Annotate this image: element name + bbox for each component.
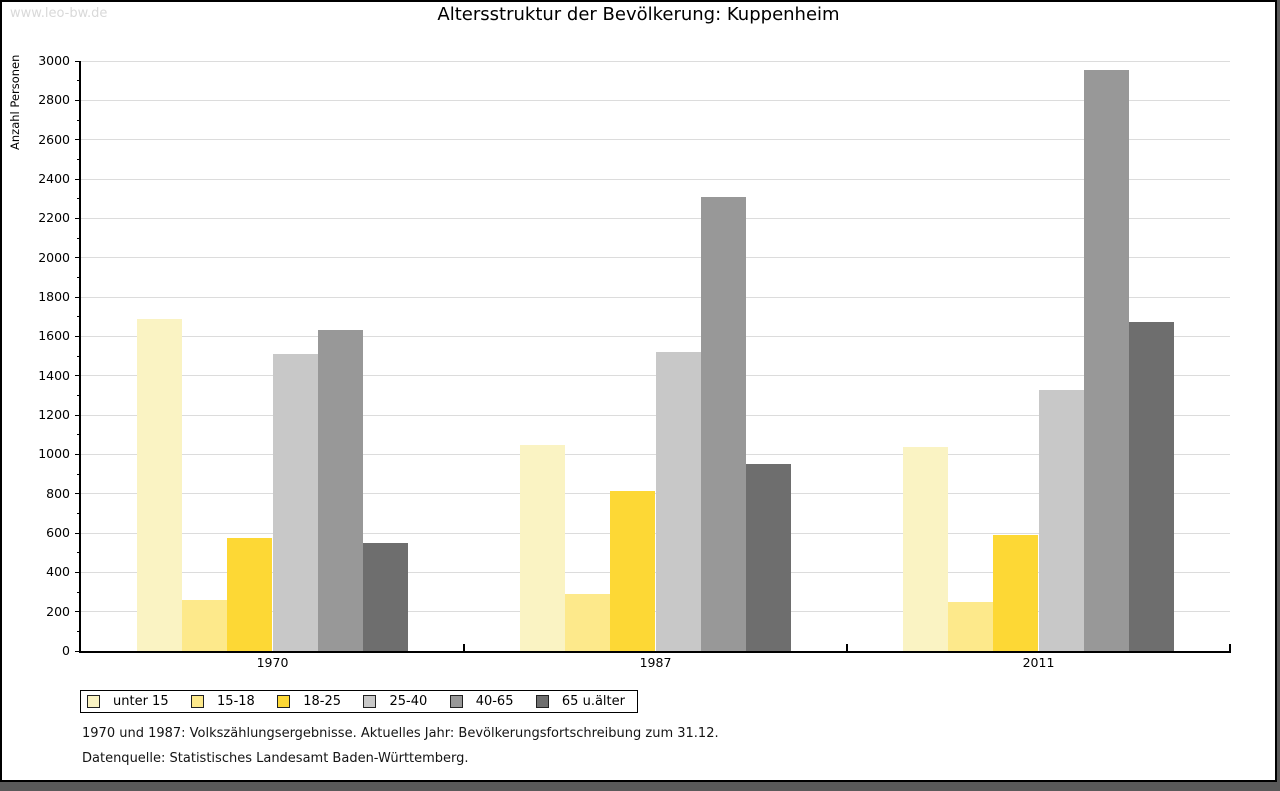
y-axis-major-tick xyxy=(75,99,81,101)
bar-2011-65-u-lter xyxy=(1129,321,1175,651)
legend-item-65-u-lter: 65 u.älter xyxy=(535,694,625,709)
y-axis-major-tick xyxy=(75,217,81,219)
y-axis-tick-label: 1400 xyxy=(38,367,70,383)
bar-1987-65-u-lter xyxy=(746,464,792,651)
legend-item-25-40: 25-40 xyxy=(363,694,427,709)
y-axis-major-tick xyxy=(75,493,81,495)
y-axis-tick-label: 600 xyxy=(46,525,70,540)
gridline xyxy=(81,335,1230,337)
y-axis-major-tick xyxy=(75,178,81,180)
legend-label: 25-40 xyxy=(389,694,428,709)
bar-1987-18-25 xyxy=(610,490,656,651)
legend-item-unter-15: unter 15 xyxy=(87,694,169,709)
bar-1987-25-40 xyxy=(655,352,701,651)
x-axis-category-label: 2011 xyxy=(1022,655,1055,670)
bar-1987-unter-15 xyxy=(519,445,565,651)
y-axis-major-tick xyxy=(75,571,81,573)
x-axis-group-tick xyxy=(1229,644,1231,651)
y-axis-tick-label: 400 xyxy=(46,564,70,580)
bar-1970-65-u-lter xyxy=(363,542,409,651)
y-axis-major-tick xyxy=(75,414,81,416)
y-axis-major-tick xyxy=(75,650,81,652)
legend-label: 18-25 xyxy=(303,694,342,709)
y-axis-major-tick xyxy=(75,335,81,337)
y-axis-major-tick xyxy=(75,375,81,377)
y-axis-major-tick xyxy=(75,296,81,298)
y-axis-tick-label: 1000 xyxy=(38,446,70,462)
watermark: www.leo-bw.de xyxy=(10,6,108,21)
legend-swatch-65-u-lter xyxy=(535,695,549,708)
x-axis-category-label: 1970 xyxy=(256,655,289,670)
bar-2011-unter-15 xyxy=(902,447,948,651)
legend-swatch-18-25 xyxy=(277,695,291,708)
footnote-line1: 1970 und 1987: Volkszählungsergebnisse. … xyxy=(82,726,719,741)
legend: unter 15 15-18 18-25 25-40 40-65 65 u.älter xyxy=(80,690,638,713)
gridline xyxy=(81,99,1230,101)
gridline xyxy=(81,139,1230,141)
x-axis-category-label: 1987 xyxy=(639,655,672,670)
y-axis-tick-label: 0 xyxy=(62,643,70,658)
y-axis-major-tick xyxy=(75,60,81,62)
bar-1987-40-65 xyxy=(700,196,747,651)
x-axis-group-tick xyxy=(463,644,465,651)
bar-1970-18-25 xyxy=(227,537,273,651)
legend-item-18-25: 18-25 xyxy=(277,694,341,709)
bar-2011-18-25 xyxy=(993,534,1039,651)
bar-1970-15-18 xyxy=(181,599,228,651)
y-axis-tick-label: 200 xyxy=(46,603,70,619)
legend-swatch-40-65 xyxy=(449,695,463,708)
gridline xyxy=(81,296,1230,298)
legend-swatch-25-40 xyxy=(363,695,377,708)
y-axis-major-tick xyxy=(75,532,81,534)
x-axis-line xyxy=(79,651,1231,653)
y-axis-tick-label: 800 xyxy=(46,485,70,501)
legend-label: unter 15 xyxy=(113,694,169,709)
y-axis-tick-label: 1800 xyxy=(38,289,70,304)
bar-1970-unter-15 xyxy=(136,318,182,651)
y-axis-tick-label: 2800 xyxy=(38,92,70,108)
bar-2011-40-65 xyxy=(1083,69,1130,651)
y-axis-tick-label: 1200 xyxy=(38,407,70,422)
legend-swatch-unter-15 xyxy=(87,695,100,708)
gridline xyxy=(81,257,1230,259)
y-axis-tick-label: 2000 xyxy=(38,249,70,265)
y-axis-tick-label: 3000 xyxy=(38,53,70,68)
y-axis-tick-label: 2400 xyxy=(38,171,70,186)
legend-label: 40-65 xyxy=(475,694,514,709)
y-axis-major-tick xyxy=(75,453,81,455)
gridline xyxy=(81,60,1230,62)
y-axis-line xyxy=(79,61,81,653)
gridline xyxy=(81,178,1230,180)
x-axis-group-tick xyxy=(846,644,848,651)
footnote-line2: Datenquelle: Statistisches Landesamt Bad… xyxy=(82,751,469,766)
legend-item-15-18: 15-18 xyxy=(191,694,255,709)
y-axis-tick-label: 1600 xyxy=(38,328,70,344)
bar-2011-15-18 xyxy=(947,601,994,651)
legend-label: 65 u.älter xyxy=(561,694,625,709)
bar-1987-15-18 xyxy=(564,593,611,651)
bar-1970-40-65 xyxy=(317,330,364,651)
y-axis-major-tick xyxy=(75,139,81,141)
gridline xyxy=(81,217,1230,219)
y-axis-tick-label: 2200 xyxy=(38,210,70,226)
y-axis-tick-label: 2600 xyxy=(38,131,70,147)
legend-item-40-65: 40-65 xyxy=(449,694,514,709)
bar-1970-25-40 xyxy=(272,354,318,651)
bar-2011-25-40 xyxy=(1038,390,1084,651)
legend-label: 15-18 xyxy=(217,694,255,709)
legend-swatch-15-18 xyxy=(191,695,205,708)
y-axis-major-tick xyxy=(75,611,81,613)
y-axis-major-tick xyxy=(75,257,81,259)
chart-title: Altersstruktur der Bevölkerung: Kuppenhe… xyxy=(437,4,840,25)
